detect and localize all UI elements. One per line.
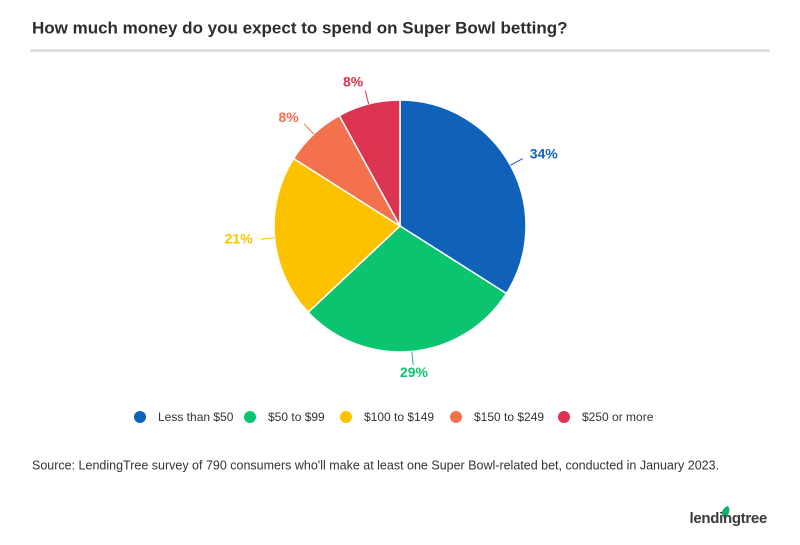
legend-swatch <box>558 411 570 423</box>
slice-label: 34% <box>530 145 559 161</box>
legend-label: Less than $50 <box>158 410 234 424</box>
legend-label: $150 to $249 <box>474 410 544 424</box>
slice-label: 8% <box>278 109 299 125</box>
pie-slice <box>307 225 508 353</box>
legend-swatch <box>340 411 352 423</box>
logo-leaf <box>721 506 730 518</box>
pie-slice <box>273 157 402 314</box>
leader-line <box>260 237 275 240</box>
source-note: Source: LendingTree survey of 790 consum… <box>32 458 719 472</box>
slice-label: 29% <box>400 364 429 380</box>
brand-logo: lendingtree <box>689 510 767 527</box>
legend-label: $50 to $99 <box>268 410 325 424</box>
title-rule <box>30 49 770 52</box>
slice-label: 8% <box>343 73 364 89</box>
slice-label: 21% <box>225 231 254 247</box>
leader-line <box>303 123 315 135</box>
legend-label: $250 or more <box>582 410 654 424</box>
leader-line <box>411 351 414 366</box>
leader-line <box>364 90 370 105</box>
pie-slice <box>338 99 401 227</box>
legend-swatch <box>450 411 462 423</box>
legend-swatch <box>244 411 256 423</box>
legend-label: $100 to $149 <box>364 410 434 424</box>
chart-title: How much money do you expect to spend on… <box>32 18 568 37</box>
leader-line <box>510 158 523 166</box>
legend-swatch <box>134 411 146 423</box>
